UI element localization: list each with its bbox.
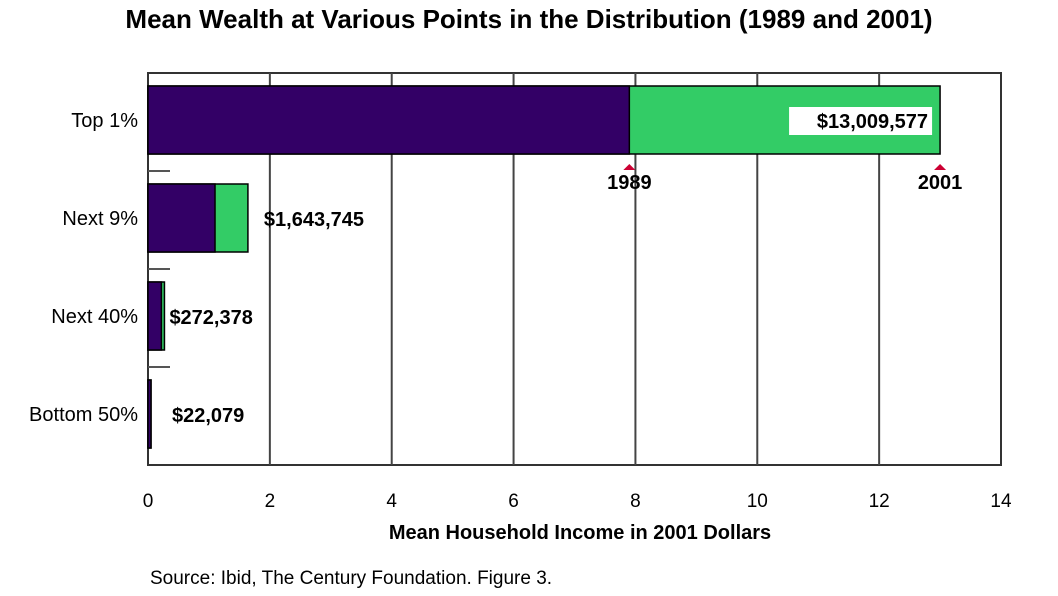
year-markers: 1989 2001	[607, 164, 962, 194]
marker-label-1989: 1989	[607, 172, 652, 194]
category-label-2: Next 40%	[51, 306, 138, 328]
x-tick-label-10: 10	[747, 491, 768, 512]
x-tick-label-4: 4	[386, 491, 397, 512]
x-tick-label-6: 6	[508, 491, 519, 512]
x-tick-label-2: 2	[265, 491, 276, 512]
bar-1989-0	[147, 85, 631, 155]
category-label-0: Top 1%	[71, 110, 138, 132]
bar-1989-1	[147, 183, 216, 253]
data-label-1: $1,643,745	[264, 209, 364, 231]
source-note: Source: Ibid, The Century Foundation. Fi…	[150, 568, 553, 589]
x-tick-label-12: 12	[869, 491, 890, 512]
bar-1989-3	[147, 379, 152, 449]
category-labels: Top 1% Next 9% Next 40% Bottom 50%	[29, 110, 138, 426]
x-tick-label-8: 8	[630, 491, 641, 512]
x-tick-labels: 0 2 4 6 8 10 12 14	[143, 491, 1012, 512]
data-label-3: $22,079	[172, 405, 244, 427]
x-tick-label-0: 0	[143, 491, 154, 512]
data-labels: $13,009,577 $1,643,745 $272,378 $22,079	[169, 107, 933, 427]
data-label-bg-0	[789, 107, 933, 135]
category-label-1: Next 9%	[62, 208, 138, 230]
marker-triangle-2001	[934, 164, 947, 170]
marker-label-2001: 2001	[918, 172, 963, 194]
bars	[147, 85, 941, 449]
x-axis-label: Mean Household Income in 2001 Dollars	[389, 522, 771, 544]
data-label-2: $272,378	[169, 307, 252, 329]
chart-title: Mean Wealth at Various Points in the Dis…	[125, 4, 933, 34]
marker-triangle-1989	[623, 164, 636, 170]
data-label-0: $13,009,577	[817, 111, 928, 133]
bar-1989-2	[147, 281, 163, 351]
category-label-3: Bottom 50%	[29, 404, 138, 426]
x-tick-label-14: 14	[990, 491, 1012, 512]
